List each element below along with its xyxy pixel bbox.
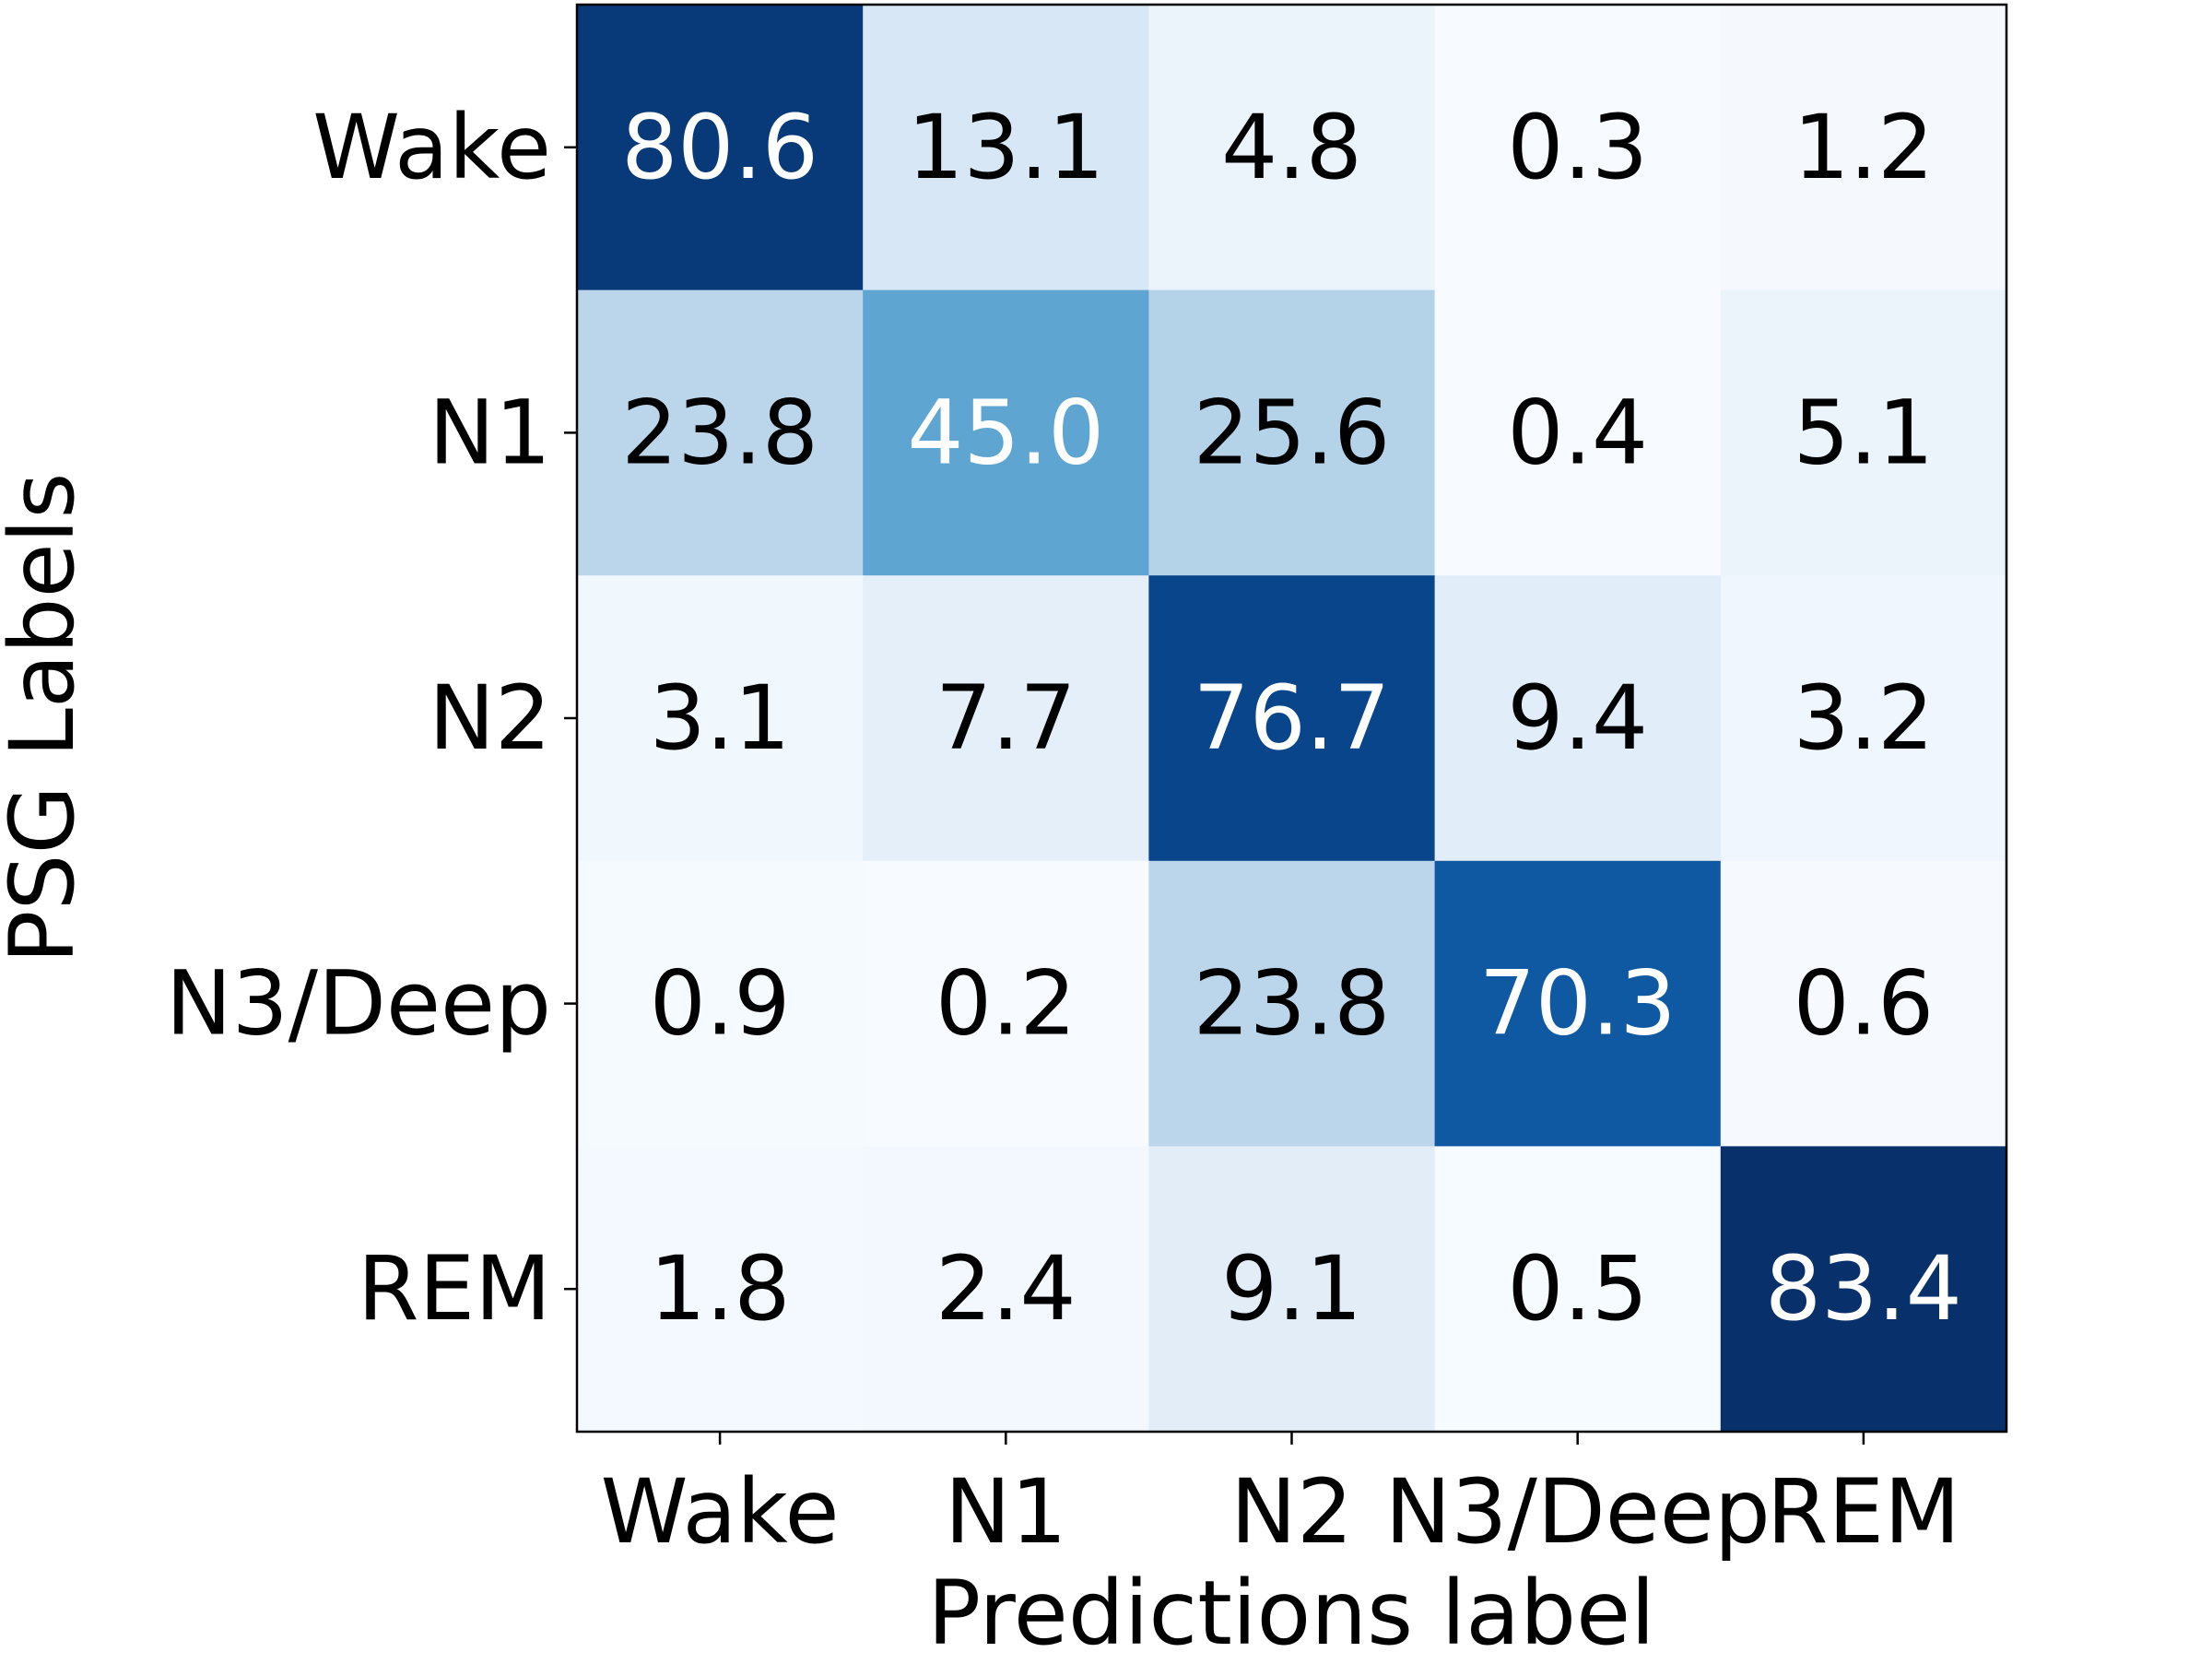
cell-value-label: 0.2 xyxy=(935,952,1077,1056)
cell-value-label: 9.1 xyxy=(1221,1237,1362,1340)
heatmap-cell-n3-deep-n1 xyxy=(863,860,1149,1147)
y-tick-label-wake: Wake xyxy=(312,96,551,199)
cell-value-label: 0.4 xyxy=(1507,381,1648,484)
heatmap-cell-rem-rem xyxy=(1720,1146,2007,1433)
cell-value-label: 1.8 xyxy=(650,1237,791,1340)
heatmap-cell-n1-n3-deep xyxy=(1434,289,1722,576)
x-axis-label: Predictions label xyxy=(927,1562,1655,1659)
heatmap-cell-n1-rem xyxy=(1720,289,2007,576)
y-tick-label-n1: N1 xyxy=(429,381,551,484)
heatmap-cell-wake-n1 xyxy=(863,5,1149,291)
cell-value-label: 5.1 xyxy=(1794,381,1935,484)
heatmap-cell-n1-wake xyxy=(577,289,864,576)
cell-value-label: 25.6 xyxy=(1194,381,1391,484)
cell-value-label: 9.4 xyxy=(1507,667,1648,770)
y-tick-label-n2: N2 xyxy=(429,667,551,770)
heatmap-cell-wake-n3-deep xyxy=(1434,5,1722,291)
heatmap-cell-n1-n1 xyxy=(863,289,1149,576)
heatmap-cell-wake-rem xyxy=(1720,5,2007,291)
cell-value-label: 13.1 xyxy=(907,96,1104,199)
heatmap-cell-n2-n2 xyxy=(1148,575,1436,862)
cell-value-label: 3.2 xyxy=(1794,667,1935,770)
heatmap-cell-rem-n3-deep xyxy=(1434,1146,1722,1433)
cell-value-label: 4.8 xyxy=(1221,96,1362,199)
cell-value-label: 7.7 xyxy=(935,667,1077,770)
heatmap-cell-n3-deep-n2 xyxy=(1148,860,1436,1147)
x-tick-label-n1: N1 xyxy=(945,1460,1067,1564)
heatmap-cell-n2-rem xyxy=(1720,575,2007,862)
cell-value-labels: 80.6 13.1 4.8 0.3 1.2 23.8 45.0 25.6 0.4 5.1 3.1 7.… xyxy=(621,96,1962,1340)
heatmap-cell-n3-deep-n3-deep xyxy=(1434,860,1722,1147)
cell-value-label: 0.9 xyxy=(650,952,791,1056)
axis-ticks xyxy=(564,146,1865,1445)
heatmap-cell-n1-n2 xyxy=(1148,289,1436,576)
cell-value-label: 76.7 xyxy=(1194,667,1391,770)
heatmap-cell-n2-wake xyxy=(577,575,864,862)
cell-value-label: 2.4 xyxy=(935,1237,1077,1340)
heatmap-cell-wake-wake xyxy=(577,5,864,291)
y-tick-label-rem: REM xyxy=(358,1237,551,1340)
heatmap-cell-rem-wake xyxy=(577,1146,864,1433)
y-tick-labels: Wake N1 N2 N3/Deep REM xyxy=(166,96,551,1340)
x-tick-label-wake: Wake xyxy=(601,1460,840,1564)
heatmap-cells xyxy=(577,5,2007,1433)
y-tick-label-n3-deep: N3/Deep xyxy=(166,952,551,1056)
heatmap-cell-rem-n1 xyxy=(863,1146,1149,1433)
cell-value-label: 23.8 xyxy=(621,381,818,484)
heatmap-cell-n3-deep-rem xyxy=(1720,860,2007,1147)
x-tick-label-n2: N2 xyxy=(1230,1460,1353,1564)
heatmap-cell-rem-n2 xyxy=(1148,1146,1436,1433)
cell-value-label: 45.0 xyxy=(907,381,1104,484)
heatmap-cell-n2-n1 xyxy=(863,575,1149,862)
heatmap-cell-wake-n2 xyxy=(1148,5,1436,291)
cell-value-label: 0.6 xyxy=(1794,952,1935,1056)
cell-value-label: 1.2 xyxy=(1794,96,1935,199)
heatmap-cell-n2-n3-deep xyxy=(1434,575,1722,862)
cell-value-label: 0.3 xyxy=(1507,96,1648,199)
cell-value-label: 83.4 xyxy=(1765,1237,1962,1340)
y-axis-label: PSG Labels xyxy=(0,473,94,964)
cell-value-label: 0.5 xyxy=(1507,1237,1648,1340)
cell-value-label: 23.8 xyxy=(1194,952,1391,1056)
cell-value-label: 80.6 xyxy=(621,96,818,199)
cell-value-label: 3.1 xyxy=(650,667,791,770)
x-tick-label-rem: REM xyxy=(1767,1460,1960,1564)
cell-value-label: 70.3 xyxy=(1479,952,1677,1056)
x-tick-label-n3-deep: N3/Deep xyxy=(1385,1460,1771,1564)
heatmap-cell-n3-deep-wake xyxy=(577,860,864,1147)
